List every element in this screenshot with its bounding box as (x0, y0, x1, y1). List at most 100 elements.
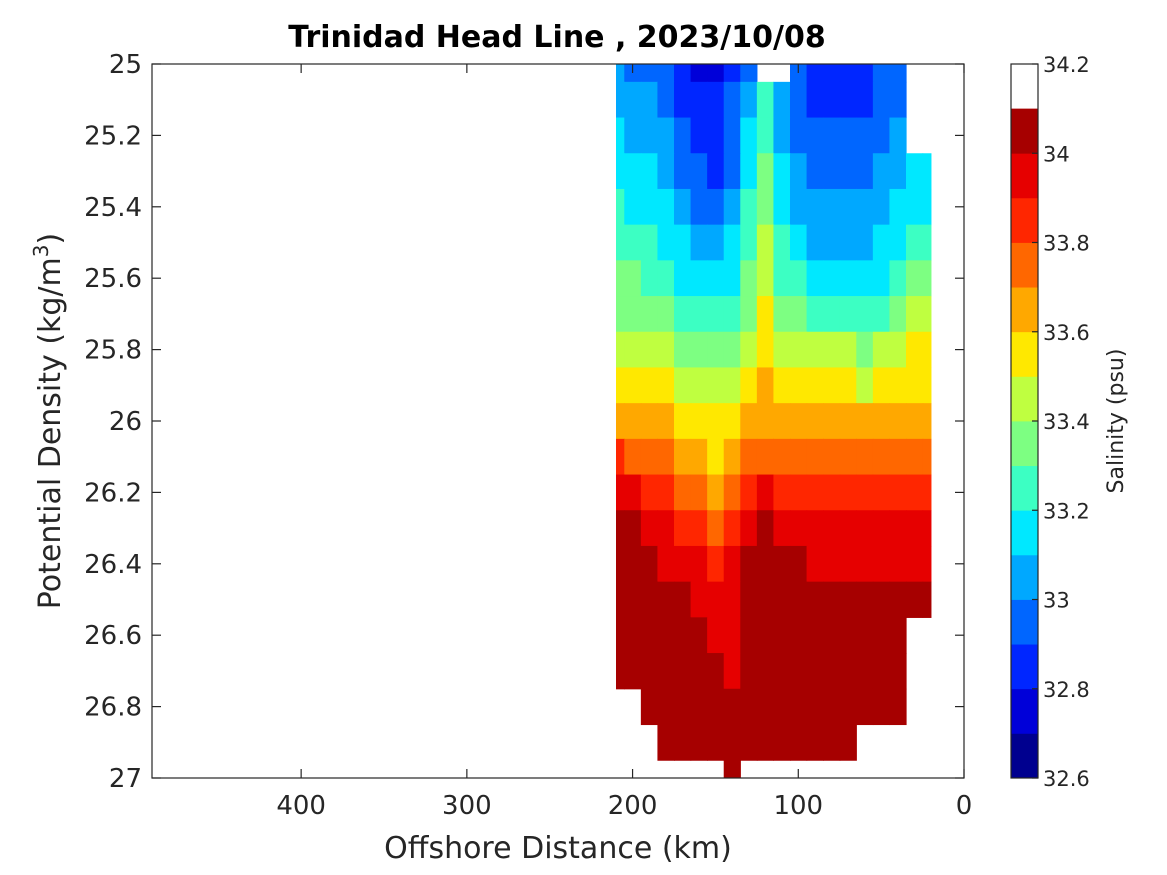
contour-cell (624, 367, 642, 404)
contour-cell (773, 617, 791, 654)
contour-cell (624, 510, 642, 547)
y-tick-label: 26.8 (84, 693, 142, 723)
contour-cell (889, 688, 907, 726)
contour-cell (872, 545, 891, 583)
colorbar-band (1011, 153, 1038, 199)
contour-cell (823, 724, 841, 761)
contour-cell (657, 117, 675, 154)
contour-cell (856, 510, 874, 547)
contour-cell (773, 81, 791, 119)
contour-cell (773, 510, 791, 547)
contour-cell (657, 188, 675, 226)
colorbar-label: Salinity (psu) (1104, 349, 1129, 494)
contour-cell (922, 581, 932, 618)
contour-cell (707, 510, 725, 547)
contour-cell (740, 545, 758, 583)
contour-cell (723, 581, 741, 618)
contour-cell (756, 260, 775, 297)
contour-cell (773, 296, 791, 333)
contour-cell (806, 545, 824, 583)
colorbar-band (1011, 733, 1038, 779)
contour-cell (790, 653, 808, 690)
colorbar-band (1011, 510, 1038, 556)
contour-cell (872, 64, 891, 83)
y-tick-label: 25.6 (84, 264, 142, 294)
contour-cell (773, 545, 791, 583)
contour-cell (756, 296, 775, 333)
contour-cell (640, 688, 659, 726)
contour-cell (674, 438, 692, 476)
contour-cell (889, 260, 907, 297)
contour-cell (657, 474, 675, 511)
contour-cell (690, 81, 708, 119)
contour-cell (740, 331, 758, 369)
contour-cell (906, 510, 924, 547)
contour-cell (723, 403, 741, 440)
contour-cell (823, 296, 841, 333)
contour-cell (690, 64, 708, 83)
colorbar-band (1011, 465, 1038, 511)
contour-cell (839, 688, 857, 726)
contour-cell (690, 224, 708, 261)
contour-cell (872, 438, 891, 476)
contour-cell (856, 81, 874, 119)
contour-cell (823, 688, 841, 726)
contour-cell (657, 438, 675, 476)
contour-cell (922, 260, 932, 297)
contour-cell (640, 64, 659, 83)
contour-cell (806, 117, 824, 154)
contour-cell (707, 188, 725, 226)
contour-cell (773, 117, 791, 154)
colorbar-band (1011, 376, 1038, 422)
contour-cell (674, 545, 692, 583)
y-axis-label: Potential Density (kg/m3) (29, 233, 68, 609)
contour-cell (906, 153, 924, 190)
contour-cell (640, 260, 659, 297)
contour-cell (889, 153, 907, 190)
contour-cell (690, 403, 708, 440)
contour-cell (806, 653, 824, 690)
contour-cell (657, 403, 675, 440)
contour-cell (790, 545, 808, 583)
contour-cell (906, 581, 924, 618)
contour-cell (707, 438, 725, 476)
contour-cell (707, 117, 725, 154)
contour-cell (839, 296, 857, 333)
contour-cell (872, 296, 891, 333)
contour-cell (806, 81, 824, 119)
contour-cell (707, 260, 725, 297)
contour-cell (707, 617, 725, 654)
contour-cell (640, 367, 659, 404)
contour-cell (740, 81, 758, 119)
contour-cell (723, 724, 741, 761)
contour-cell (740, 581, 758, 618)
contour-cell (856, 153, 874, 190)
contour-cell (674, 188, 692, 226)
contour-cell (773, 153, 791, 190)
contour-cell (856, 653, 874, 690)
contour-cell (906, 331, 924, 369)
contour-cell (790, 510, 808, 547)
contour-cell (823, 581, 841, 618)
contour-cell (806, 153, 824, 190)
contour-cell (889, 438, 907, 476)
contour-cell (773, 331, 791, 369)
contour-cell (723, 260, 741, 297)
contour-cell (856, 224, 874, 261)
contour-cell (657, 296, 675, 333)
contour-cell (624, 545, 642, 583)
contour-cell (922, 224, 932, 261)
contour-cell (889, 545, 907, 583)
contour-cell (674, 403, 692, 440)
chart-title: Trinidad Head Line , 2023/10/08 (288, 20, 825, 55)
contour-cell (657, 653, 675, 690)
contour-cell (806, 188, 824, 226)
contour-cell (839, 403, 857, 440)
contour-cell (616, 224, 625, 261)
contour-cell (756, 188, 775, 226)
contour-cell (922, 474, 932, 511)
contour-cell (922, 188, 932, 226)
contour-cell (756, 724, 775, 761)
contour-cell (906, 260, 924, 297)
contour-cell (624, 260, 642, 297)
